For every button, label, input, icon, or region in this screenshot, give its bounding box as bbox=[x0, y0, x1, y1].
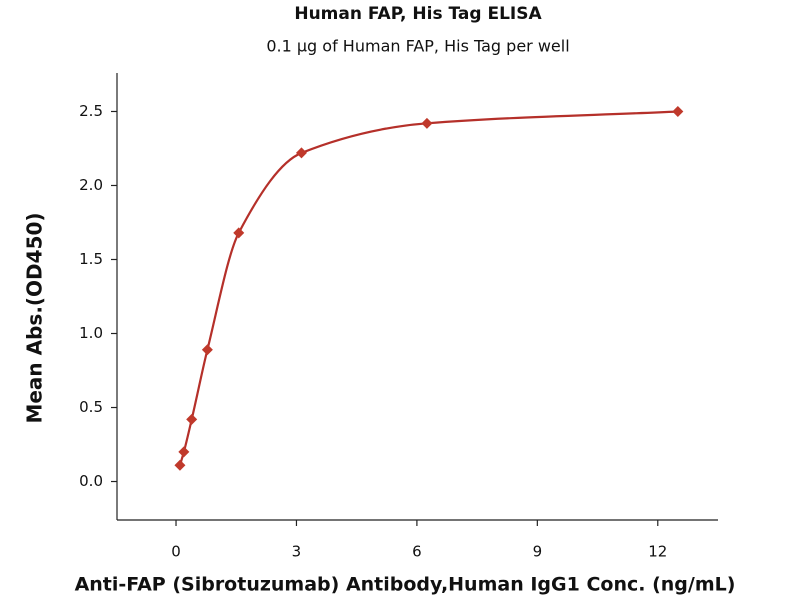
data-point bbox=[295, 147, 307, 159]
x-axis-label: Anti-FAP (Sibrotuzumab) Antibody,Human I… bbox=[75, 574, 736, 596]
data-point bbox=[672, 105, 684, 117]
data-point bbox=[178, 446, 190, 458]
data-line bbox=[178, 110, 678, 466]
data-point bbox=[186, 413, 198, 425]
y-tick-label: 0.5 bbox=[79, 398, 103, 416]
y-tick-label: 1.5 bbox=[79, 250, 103, 268]
chart-title: Human FAP, His Tag ELISA bbox=[294, 4, 542, 24]
data-point bbox=[421, 117, 433, 129]
y-tick-label: 1.0 bbox=[79, 324, 103, 342]
x-tick-label: 12 bbox=[648, 543, 667, 561]
chart-subtitle: 0.1 µg of Human FAP, His Tag per well bbox=[266, 37, 569, 56]
data-point bbox=[201, 344, 213, 356]
y-tick-label: 2.0 bbox=[79, 176, 103, 194]
data-point bbox=[233, 227, 245, 239]
x-tick-label: 3 bbox=[292, 543, 302, 561]
y-tick-label: 2.5 bbox=[79, 102, 103, 120]
y-axis-label: Mean Abs.(OD450) bbox=[23, 212, 47, 423]
y-tick-label: 0.0 bbox=[79, 472, 103, 490]
x-tick-label: 0 bbox=[171, 543, 181, 561]
x-tick-label: 9 bbox=[533, 543, 543, 561]
data-point bbox=[174, 459, 186, 471]
x-tick-label: 6 bbox=[412, 543, 422, 561]
